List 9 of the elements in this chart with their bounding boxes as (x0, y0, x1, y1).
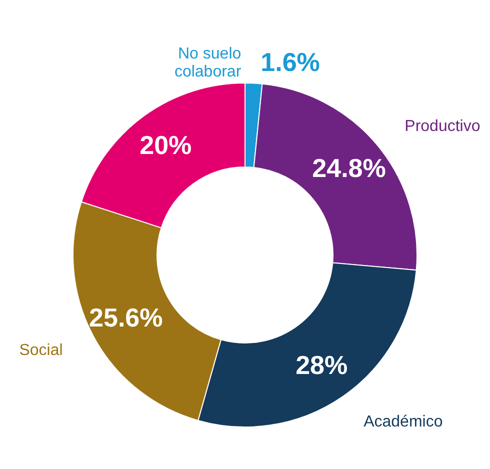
slice-label: Social (19, 342, 63, 360)
data-label: 25.6% (89, 302, 163, 333)
data-label: 1.6% (260, 47, 320, 78)
data-label: 20% (140, 130, 192, 160)
data-label: 28% (296, 350, 348, 380)
data-label: 24.8% (312, 152, 386, 183)
slice-label: Académico (364, 413, 443, 430)
slice-label: Productivo (404, 118, 480, 136)
slice-label: No suelo colaborar (174, 45, 242, 80)
